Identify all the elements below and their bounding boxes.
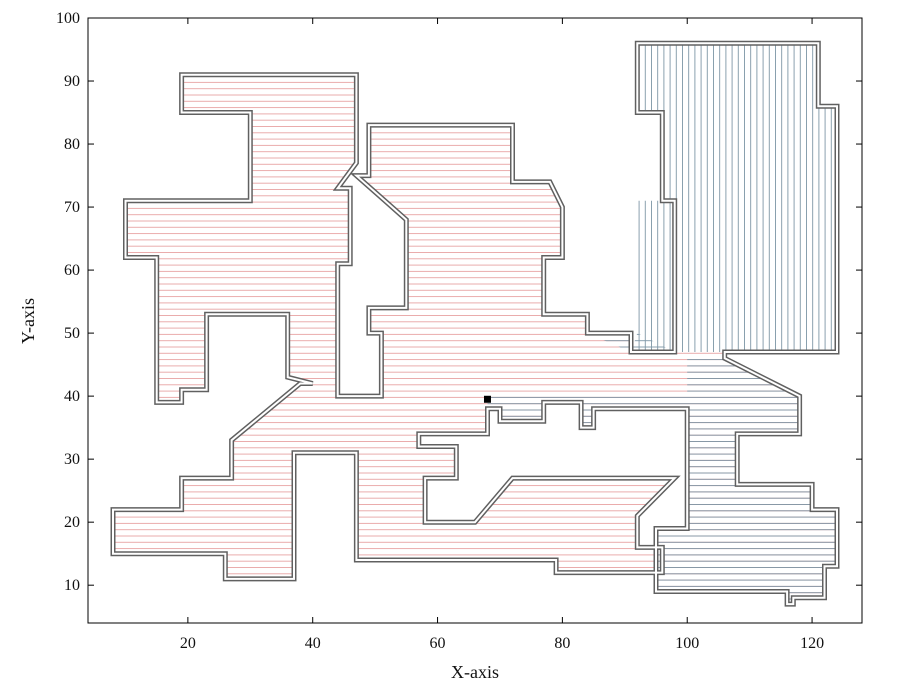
outline-inner-1	[112, 42, 838, 606]
start-marker	[483, 395, 491, 403]
axis-ticks: 20 40 60 80 100 120 10 20 30 40 50 60 70 80 90 100	[56, 10, 862, 652]
start-point	[483, 395, 491, 403]
region-blue-3	[637, 43, 837, 352]
y-tick-label: 10	[64, 577, 80, 594]
x-tick-label: 60	[430, 635, 446, 652]
x-tick-label: 40	[305, 635, 321, 652]
y-tick-label: 50	[64, 325, 80, 342]
x-axis-label: X-axis	[451, 662, 499, 682]
y-tick-label: 70	[64, 199, 80, 216]
x-tick-label: 20	[180, 635, 196, 652]
y-tick-label: 60	[64, 262, 80, 279]
x-tick-label: 100	[675, 635, 699, 652]
region-blue-4	[487, 358, 837, 605]
x-tick-label: 80	[554, 635, 570, 652]
y-tick-label: 100	[56, 10, 80, 27]
plot-frame	[87, 17, 863, 624]
y-tick-label: 90	[64, 73, 80, 90]
boundary-outline	[110, 40, 840, 607]
x-tick-label: 120	[800, 635, 824, 652]
y-axis-label: Y-axis	[18, 298, 38, 344]
y-tick-label: 80	[64, 136, 80, 153]
y-tick-label: 20	[64, 514, 80, 531]
y-tick-label: 30	[64, 451, 80, 468]
y-tick-label: 40	[64, 388, 80, 405]
